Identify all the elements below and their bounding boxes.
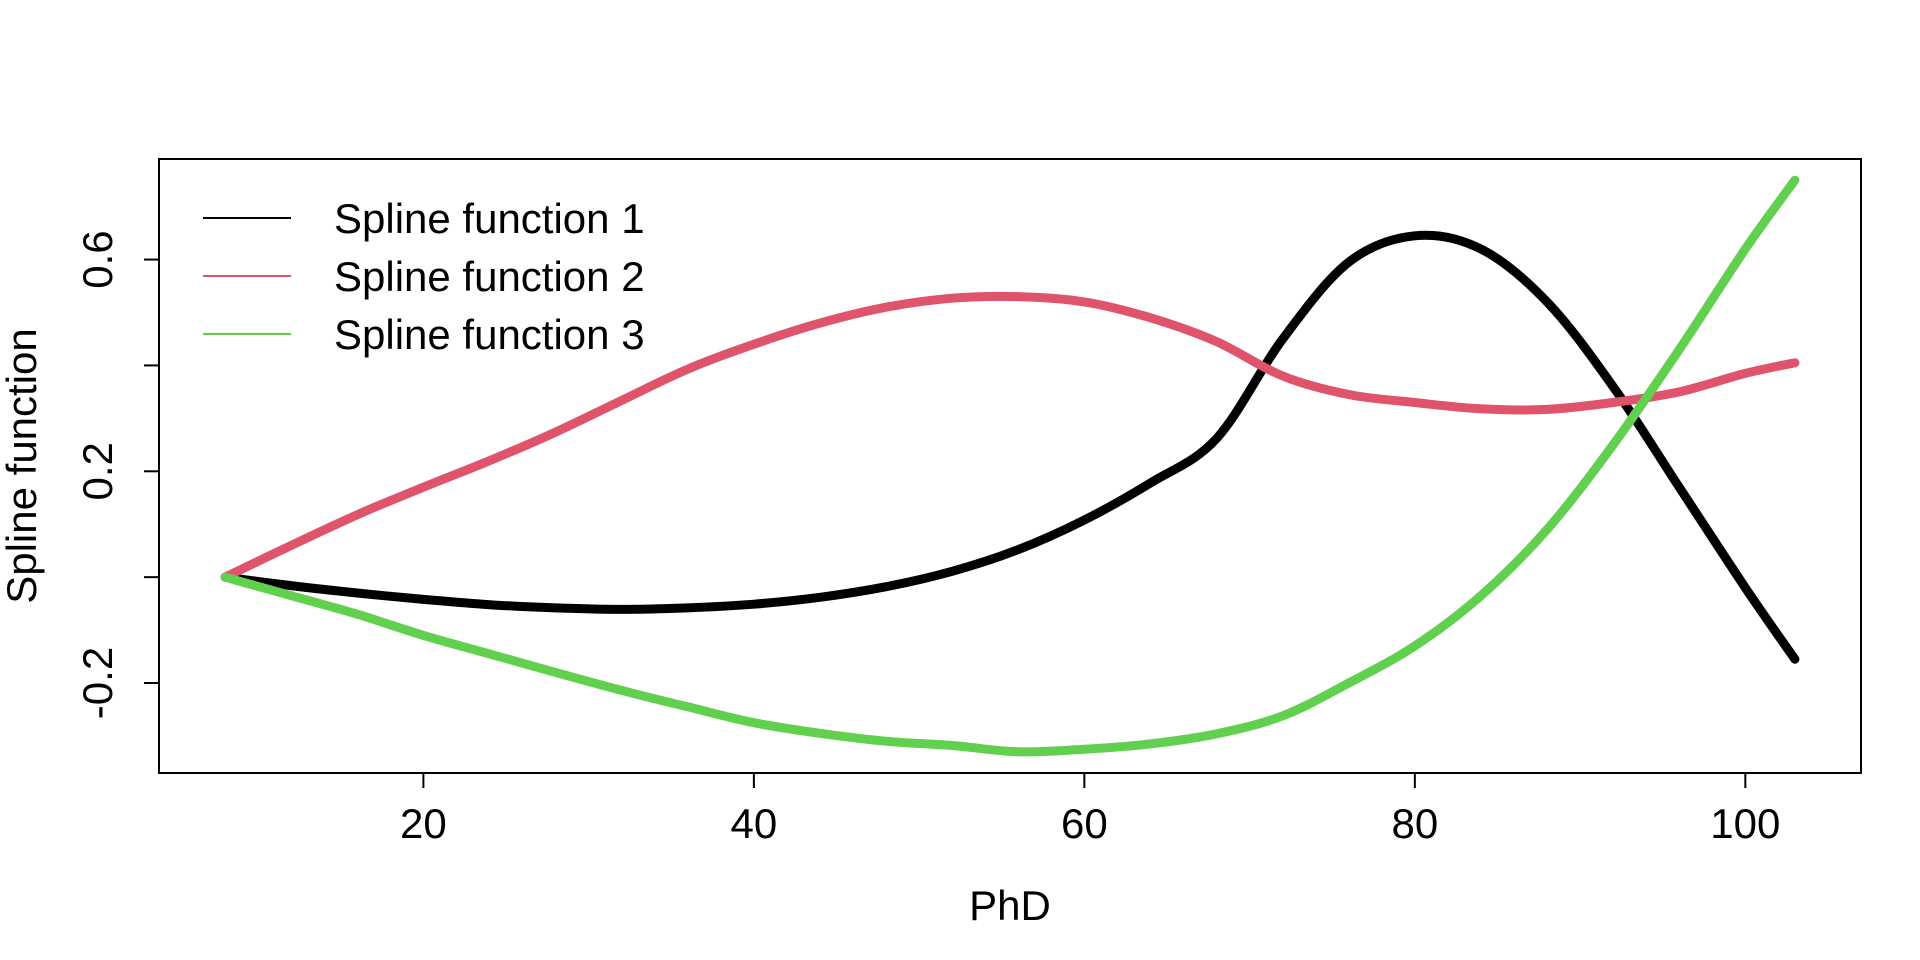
y-tick-label: 0.6 (74, 230, 121, 288)
x-tick-label: 40 (731, 800, 778, 847)
y-axis-title: Spline function (0, 328, 45, 604)
series-line-2 (220, 291, 1800, 582)
y-tick-label: -0.2 (74, 647, 121, 719)
legend-label-3: Spline function 3 (334, 311, 645, 358)
legend: Spline function 1 Spline function 2 Spline… (203, 195, 645, 358)
x-tick-label: 80 (1391, 800, 1438, 847)
series-line-3 (220, 175, 1800, 757)
x-axis: 20 40 60 80 100 (400, 772, 1780, 847)
series-layer (220, 175, 1800, 757)
x-axis-title: PhD (969, 882, 1051, 929)
legend-label-2: Spline function 2 (334, 253, 645, 300)
x-tick-label: 60 (1061, 800, 1108, 847)
x-tick-label: 100 (1710, 800, 1780, 847)
y-tick-label: 0.2 (74, 442, 121, 500)
legend-label-1: Spline function 1 (334, 195, 645, 242)
x-tick-label: 20 (400, 800, 447, 847)
plot-frame (158, 158, 1862, 774)
series-line-1 (220, 230, 1800, 664)
y-axis: -0.2 0.2 0.6 (74, 230, 160, 719)
